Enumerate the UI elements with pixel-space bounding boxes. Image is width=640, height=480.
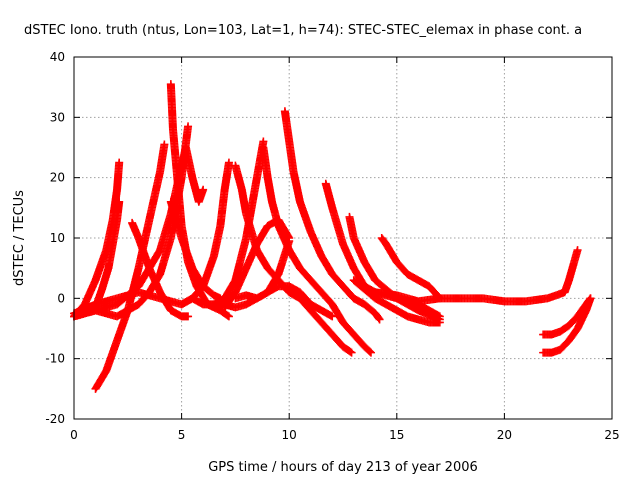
data-point [115, 158, 124, 167]
data-point [573, 246, 582, 255]
data-point-fill [374, 314, 383, 323]
y-tick-label: 20 [50, 171, 65, 185]
data-point [347, 348, 356, 357]
x-tick-label: 5 [178, 428, 186, 442]
data-point-fill [346, 347, 355, 356]
series-15 [231, 237, 294, 303]
series-20 [371, 246, 582, 306]
y-tick-label: -10 [45, 352, 65, 366]
y-axis-title: dSTEC / TECUs [12, 190, 27, 286]
data-point-fill [365, 347, 374, 356]
axis-ticks: 0 5 10 15 20 25 -20 -10 0 10 20 30 40 [45, 50, 619, 442]
data-point [224, 312, 233, 321]
data-point [375, 315, 384, 324]
data-points [70, 80, 595, 393]
data-point [586, 294, 595, 303]
data-point [435, 318, 444, 327]
y-tick-label: 40 [50, 50, 65, 64]
data-point [160, 140, 169, 149]
x-tick-label: 10 [282, 428, 297, 442]
data-point [184, 122, 193, 131]
x-tick-label: 25 [604, 428, 619, 442]
series-18 [349, 276, 444, 327]
x-tick-label: 20 [497, 428, 512, 442]
y-tick-label: 30 [50, 110, 65, 124]
x-tick-label: 15 [389, 428, 404, 442]
data-point [199, 185, 208, 194]
y-tick-label: -20 [45, 412, 65, 426]
x-tick-label: 0 [70, 428, 78, 442]
y-tick-label: 0 [57, 291, 65, 305]
chart-title: dSTEC Iono. truth (ntus, Lon=103, Lat=1,… [24, 23, 582, 38]
x-axis-title: GPS time / hours of day 213 of year 2006 [208, 460, 478, 475]
series-22 [539, 294, 595, 357]
data-point [224, 158, 233, 167]
y-tick-label: 10 [50, 231, 65, 245]
data-point [366, 348, 375, 357]
data-point [285, 237, 294, 246]
series-7 [70, 158, 233, 318]
data-point [328, 312, 337, 321]
series-12 [280, 107, 384, 324]
data-point [115, 197, 124, 206]
data-point-fill [223, 311, 232, 320]
data-point [184, 312, 193, 321]
